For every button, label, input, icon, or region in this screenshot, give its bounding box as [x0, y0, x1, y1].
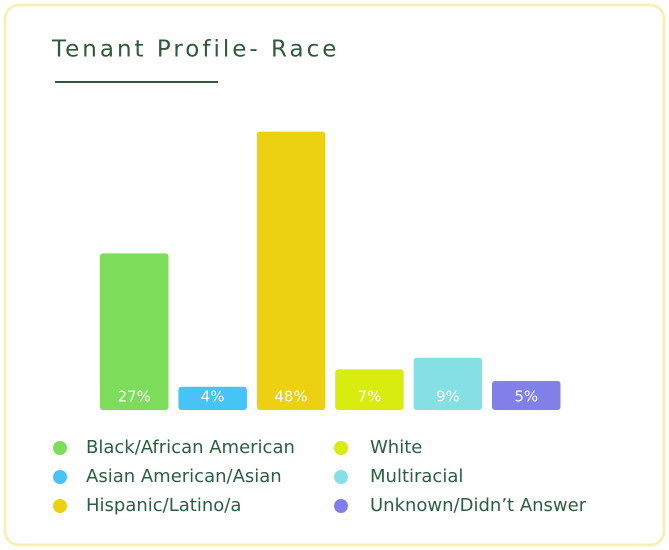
- bar: [256, 131, 326, 410]
- legend-label: Black/African American: [86, 437, 295, 458]
- legend-swatch: [53, 499, 67, 513]
- legend-swatch: [53, 441, 67, 455]
- legend-label: White: [370, 437, 422, 458]
- legend-swatch: [334, 441, 348, 455]
- value-label: 5%: [514, 388, 538, 406]
- bar: [413, 357, 483, 410]
- value-label: 9%: [436, 388, 460, 406]
- bar: [492, 381, 561, 410]
- legend-label: Multiracial: [370, 466, 463, 487]
- legend-label: Unknown/Didn’t Answer: [370, 495, 587, 516]
- value-label: 48%: [274, 388, 307, 406]
- legend-swatch: [334, 499, 348, 513]
- legend-label: Hispanic/Latino/a: [86, 495, 241, 516]
- legend-swatch: [53, 470, 67, 484]
- legend-swatch: [334, 470, 348, 484]
- bar: [100, 253, 169, 410]
- bar: [335, 369, 404, 410]
- value-label: 4%: [201, 388, 225, 406]
- legend-label: Asian American/Asian: [86, 466, 282, 487]
- value-label: 27%: [118, 388, 151, 406]
- bar: [178, 386, 247, 410]
- value-label: 7%: [358, 388, 382, 406]
- chart-title: Tenant Profile- Race: [51, 37, 339, 63]
